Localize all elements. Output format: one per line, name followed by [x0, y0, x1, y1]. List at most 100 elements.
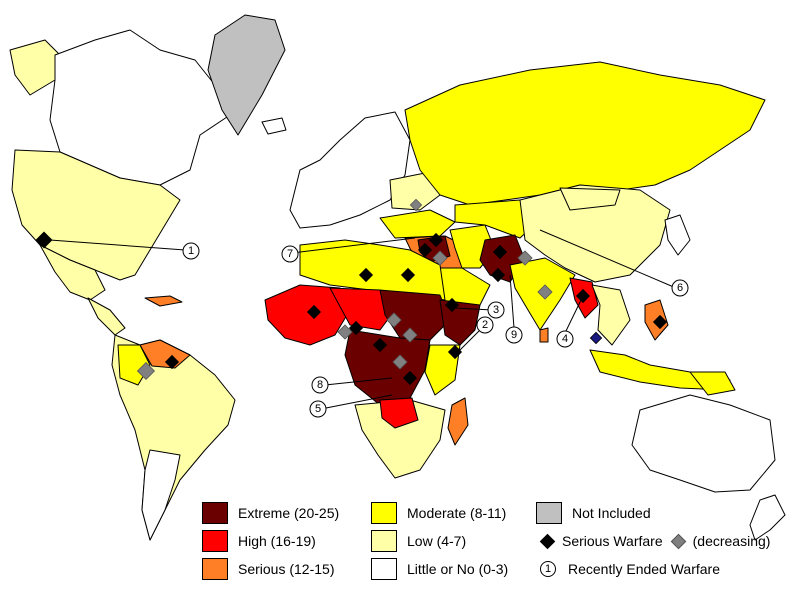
- legend-not-included: Not Included: [536, 500, 651, 526]
- region-turkey-caucasus: [379, 209, 456, 239]
- region-greenland: [207, 14, 286, 136]
- legend-label: High (16-19): [238, 533, 316, 549]
- legend-moderate: Moderate (8-11): [371, 500, 506, 526]
- svg-text:3: 3: [493, 304, 499, 316]
- svg-text:7: 7: [287, 248, 293, 260]
- warfare-marker: [428, 232, 444, 248]
- region-caribbean: [144, 295, 183, 307]
- swatch-little: [371, 558, 397, 580]
- legend-label: Moderate (8-11): [407, 505, 507, 521]
- callout-2: 2: [476, 316, 494, 334]
- region-central-america: [87, 297, 126, 336]
- svg-text:8: 8: [317, 379, 323, 391]
- warfare-marker: [402, 370, 418, 386]
- legend-extreme: Extreme (20-25): [202, 500, 339, 526]
- warfare-marker: [490, 267, 506, 283]
- svg-text:9: 9: [511, 329, 517, 341]
- warfare-marker: [400, 267, 416, 283]
- decreasing-marker-blue: [589, 331, 603, 345]
- region-korea-japan: [664, 214, 691, 256]
- map-legend: Extreme (20-25) High (16-19) Serious (12…: [200, 498, 800, 598]
- warfare-marker: [358, 267, 374, 283]
- region-argentina-chile: [141, 449, 181, 541]
- region-mongolia: [559, 187, 621, 211]
- region-central-africa: [344, 329, 431, 406]
- decreasing-warfare-markers: [136, 198, 553, 381]
- svg-text:2: 2: [482, 319, 488, 331]
- swatch-low: [371, 530, 397, 552]
- decreasing-marker: [402, 327, 418, 343]
- legend-high: High (16-19): [202, 528, 316, 554]
- region-europe: [289, 111, 411, 229]
- warfare-marker: [417, 242, 433, 258]
- callout-1: 1: [182, 242, 200, 260]
- swatch-moderate: [371, 502, 397, 524]
- legend-recently-ended: 1 Recently Ended Warfare: [538, 556, 720, 582]
- legend-label: Recently Ended Warfare: [568, 561, 720, 577]
- numbered-circle-icon: 1: [540, 561, 556, 577]
- swatch-serious: [202, 558, 228, 580]
- decreasing-marker: [386, 312, 402, 328]
- region-alaska: [9, 39, 61, 96]
- callout-6: 6: [671, 279, 689, 297]
- region-mexico: [39, 244, 106, 301]
- decreasing-marker: [136, 361, 156, 381]
- warfare-marker: [348, 320, 364, 336]
- region-southern-africa: [354, 399, 446, 479]
- warfare-marker: [447, 344, 463, 360]
- swatch-not-included: [536, 502, 562, 524]
- region-new-zealand: [749, 494, 786, 541]
- legend-label: Not Included: [572, 505, 651, 521]
- region-russia: [404, 61, 766, 206]
- callout-4: 4: [556, 330, 574, 348]
- legend-label: Serious Warfare: [562, 533, 663, 549]
- decreasing-warfare-icon: [670, 533, 686, 549]
- region-canada: [49, 29, 231, 186]
- svg-text:4: 4: [562, 333, 568, 345]
- region-papua: [689, 371, 736, 396]
- warfare-marker: [164, 354, 180, 370]
- region-iceland: [261, 117, 287, 135]
- legend-little: Little or No (0-3): [371, 556, 508, 582]
- swatch-high: [202, 530, 228, 552]
- svg-text:5: 5: [315, 403, 321, 415]
- legend-warfare: Serious Warfare (decreasing): [536, 528, 770, 554]
- callout-7: 7: [281, 245, 299, 263]
- legend-serious: Serious (12-15): [202, 556, 335, 582]
- svg-text:1: 1: [188, 245, 194, 257]
- callout-9: 9: [505, 326, 523, 344]
- swatch-extreme: [202, 502, 228, 524]
- warfare-marker: [372, 337, 388, 353]
- callout-8: 8: [311, 376, 329, 394]
- legend-label: Low (4-7): [407, 533, 467, 549]
- region-madagascar: [447, 397, 469, 446]
- decreasing-marker: [517, 250, 533, 266]
- callout-leaders: [49, 229, 677, 409]
- region-china: [519, 184, 671, 283]
- decreasing-marker: [409, 198, 423, 212]
- decreasing-marker: [432, 250, 448, 266]
- region-angola: [379, 397, 419, 429]
- legend-label: Little or No (0-3): [407, 561, 509, 577]
- warfare-marker: [306, 304, 322, 320]
- legend-label: Serious (12-15): [238, 561, 335, 577]
- region-west-africa: [264, 284, 351, 346]
- region-sri-lanka: [539, 327, 549, 343]
- warfare-marker: [492, 244, 508, 260]
- legend-label: (decreasing): [692, 533, 771, 549]
- callout-3: 3: [487, 301, 505, 319]
- warfare-marker: [652, 314, 668, 330]
- svg-text:6: 6: [677, 282, 683, 294]
- serious-warfare-markers: [35, 231, 668, 386]
- region-horn-of-africa: [439, 299, 481, 346]
- warfare-marker: [444, 297, 460, 313]
- callout-5: 5: [309, 400, 327, 418]
- decreasing-marker: [392, 354, 408, 370]
- region-usa: [11, 149, 181, 281]
- serious-warfare-icon: [539, 533, 556, 549]
- legend-label: Extreme (20-25): [238, 505, 340, 521]
- decreasing-marker: [537, 284, 553, 300]
- region-southeast-asia: [591, 284, 631, 346]
- decreasing-marker: [337, 324, 353, 340]
